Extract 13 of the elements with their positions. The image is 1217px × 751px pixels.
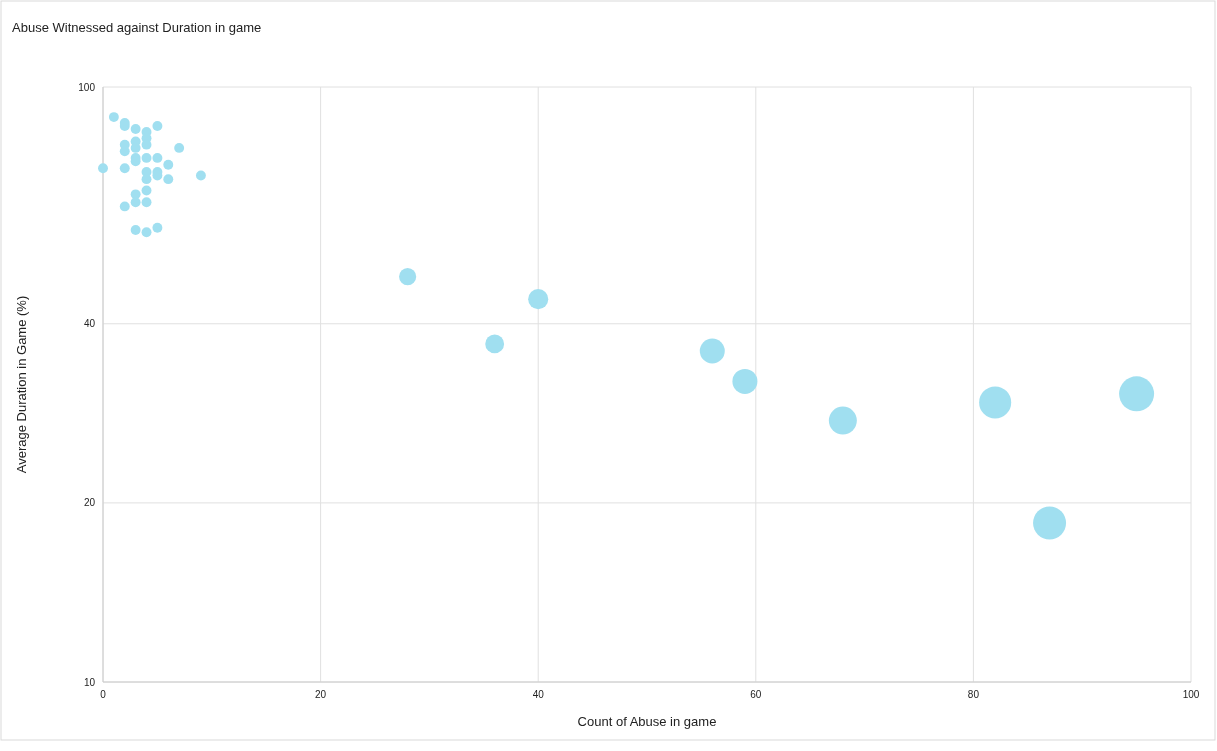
y-tick-label: 100 (78, 81, 96, 93)
x-tick-label: 60 (750, 689, 762, 700)
y-tick-label: 10 (83, 676, 96, 688)
y-tick-label: 20 (83, 497, 96, 509)
y-tick-label: 40 (83, 318, 96, 330)
x-axis-title: Count of Abuse in game (577, 714, 717, 729)
x-tick-label: 100 (1182, 689, 1200, 700)
x-tick-label: 0 (100, 689, 107, 700)
chart-title: Abuse Witnessed against Duration in game (12, 20, 262, 35)
x-tick-label: 20 (315, 689, 327, 700)
x-tick-label: 40 (532, 689, 545, 700)
x-tick-label: 80 (967, 689, 980, 700)
y-axis-title: Average Duration in Game (%) (14, 295, 29, 474)
